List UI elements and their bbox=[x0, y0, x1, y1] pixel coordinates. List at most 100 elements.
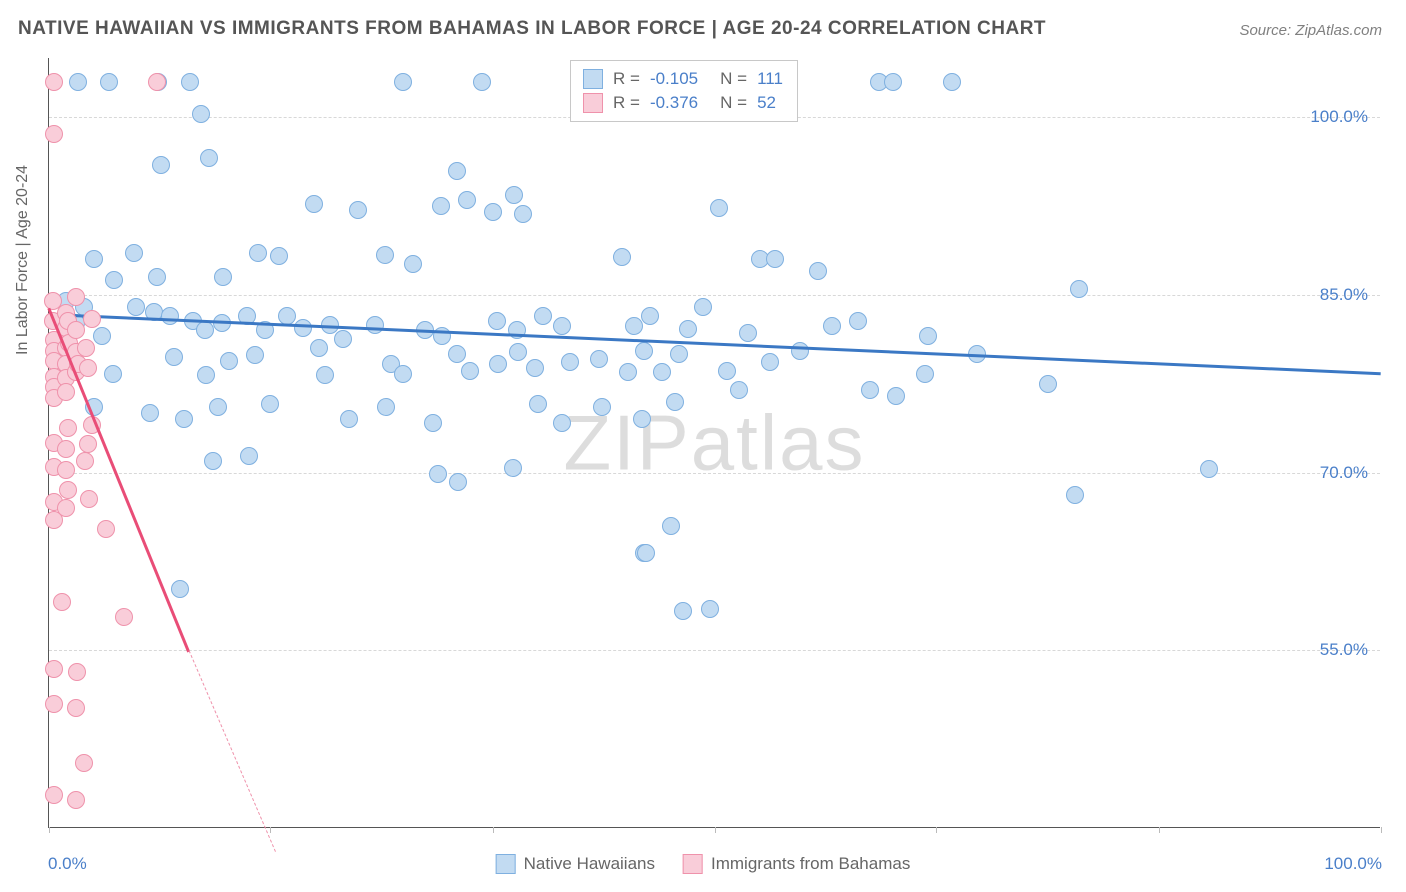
scatter-point bbox=[488, 312, 506, 330]
scatter-point bbox=[57, 499, 75, 517]
scatter-point bbox=[152, 156, 170, 174]
scatter-point bbox=[694, 298, 712, 316]
scatter-point bbox=[366, 316, 384, 334]
scatter-point bbox=[508, 321, 526, 339]
scatter-point bbox=[80, 490, 98, 508]
scatter-point bbox=[458, 191, 476, 209]
scatter-point bbox=[171, 580, 189, 598]
scatter-point bbox=[613, 248, 631, 266]
scatter-point bbox=[674, 602, 692, 620]
chart-source: Source: ZipAtlas.com bbox=[1239, 22, 1382, 39]
x-tick-mark bbox=[1159, 827, 1160, 833]
scatter-point bbox=[310, 339, 328, 357]
x-tick-mark bbox=[49, 827, 50, 833]
scatter-point bbox=[887, 387, 905, 405]
scatter-point bbox=[504, 459, 522, 477]
scatter-point bbox=[637, 544, 655, 562]
legend-series: Native Hawaiians Immigrants from Bahamas bbox=[496, 854, 911, 874]
plot-area: ZIPatlas 55.0%70.0%85.0%100.0% bbox=[48, 58, 1380, 828]
scatter-point bbox=[635, 342, 653, 360]
scatter-point bbox=[204, 452, 222, 470]
scatter-point bbox=[505, 186, 523, 204]
scatter-point bbox=[270, 247, 288, 265]
scatter-point bbox=[1070, 280, 1088, 298]
scatter-point bbox=[429, 465, 447, 483]
scatter-point bbox=[653, 363, 671, 381]
scatter-point bbox=[861, 381, 879, 399]
scatter-point bbox=[849, 312, 867, 330]
legend-r-value: -0.376 bbox=[650, 93, 698, 113]
scatter-point bbox=[349, 201, 367, 219]
scatter-point bbox=[625, 317, 643, 335]
scatter-point bbox=[553, 414, 571, 432]
legend-swatch bbox=[583, 69, 603, 89]
scatter-point bbox=[57, 383, 75, 401]
scatter-point bbox=[127, 298, 145, 316]
legend-r-label: R = bbox=[613, 93, 640, 113]
scatter-point bbox=[175, 410, 193, 428]
scatter-point bbox=[473, 73, 491, 91]
scatter-point bbox=[125, 244, 143, 262]
scatter-point bbox=[670, 345, 688, 363]
legend-stats-row: R =-0.105N =111 bbox=[583, 67, 783, 91]
legend-swatch bbox=[496, 854, 516, 874]
scatter-point bbox=[701, 600, 719, 618]
scatter-point bbox=[561, 353, 579, 371]
scatter-point bbox=[526, 359, 544, 377]
legend-n-label: N = bbox=[720, 93, 747, 113]
scatter-point bbox=[823, 317, 841, 335]
scatter-point bbox=[85, 250, 103, 268]
scatter-point bbox=[220, 352, 238, 370]
scatter-point bbox=[424, 414, 442, 432]
scatter-point bbox=[1066, 486, 1084, 504]
scatter-point bbox=[730, 381, 748, 399]
scatter-point bbox=[181, 73, 199, 91]
scatter-point bbox=[161, 307, 179, 325]
scatter-point bbox=[53, 593, 71, 611]
scatter-point bbox=[633, 410, 651, 428]
x-axis-max: 100.0% bbox=[1324, 854, 1382, 874]
scatter-point bbox=[57, 440, 75, 458]
scatter-point bbox=[45, 786, 63, 804]
legend-r-value: -0.105 bbox=[650, 69, 698, 89]
scatter-point bbox=[148, 73, 166, 91]
scatter-point bbox=[83, 310, 101, 328]
scatter-point bbox=[679, 320, 697, 338]
scatter-point bbox=[514, 205, 532, 223]
x-tick-mark bbox=[715, 827, 716, 833]
trend-line bbox=[49, 313, 1381, 375]
scatter-point bbox=[916, 365, 934, 383]
y-tick-label: 100.0% bbox=[1310, 107, 1368, 127]
scatter-point bbox=[340, 410, 358, 428]
gridline-h bbox=[49, 650, 1380, 651]
scatter-point bbox=[192, 105, 210, 123]
legend-r-label: R = bbox=[613, 69, 640, 89]
scatter-point bbox=[57, 461, 75, 479]
scatter-point bbox=[67, 321, 85, 339]
scatter-point bbox=[718, 362, 736, 380]
trend-line-dashed bbox=[188, 651, 275, 853]
scatter-point bbox=[791, 342, 809, 360]
scatter-point bbox=[1039, 375, 1057, 393]
scatter-point bbox=[305, 195, 323, 213]
scatter-point bbox=[100, 73, 118, 91]
scatter-point bbox=[943, 73, 961, 91]
scatter-point bbox=[710, 199, 728, 217]
scatter-point bbox=[919, 327, 937, 345]
scatter-point bbox=[449, 473, 467, 491]
legend-n-value: 52 bbox=[757, 93, 776, 113]
legend-series-item: Immigrants from Bahamas bbox=[683, 854, 910, 874]
scatter-point bbox=[77, 339, 95, 357]
scatter-point bbox=[376, 246, 394, 264]
x-tick-mark bbox=[1381, 827, 1382, 833]
legend-series-label: Native Hawaiians bbox=[524, 854, 655, 874]
scatter-point bbox=[45, 73, 63, 91]
scatter-point bbox=[214, 268, 232, 286]
scatter-point bbox=[68, 663, 86, 681]
gridline-h bbox=[49, 473, 1380, 474]
scatter-point bbox=[1200, 460, 1218, 478]
scatter-point bbox=[461, 362, 479, 380]
scatter-point bbox=[534, 307, 552, 325]
scatter-point bbox=[484, 203, 502, 221]
legend-series-label: Immigrants from Bahamas bbox=[711, 854, 910, 874]
